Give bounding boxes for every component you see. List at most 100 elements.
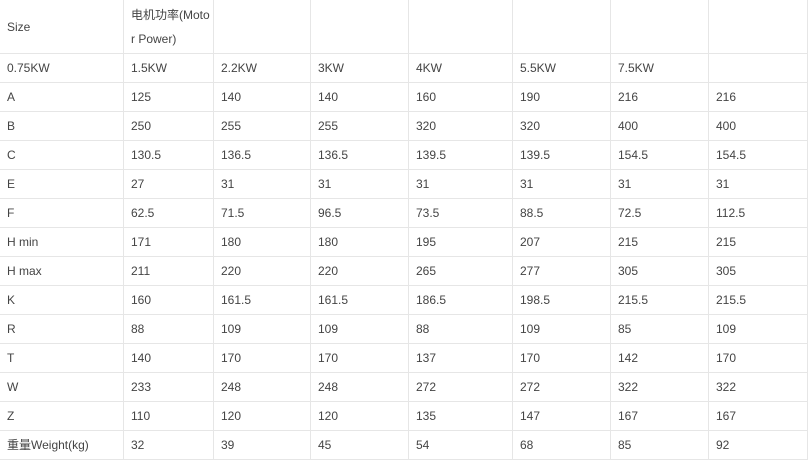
table-cell: 142: [610, 343, 709, 373]
table-cell: 160: [123, 285, 214, 315]
table-cell: 88: [123, 314, 214, 344]
table-cell: 320: [408, 111, 513, 141]
table-header-row: Size 电机功率(Motor Power): [0, 0, 808, 54]
table-cell: 216: [610, 82, 709, 112]
table-row: E 27 31 31 31 31 31 31: [0, 169, 808, 199]
table-cell: 255: [213, 111, 311, 141]
table-row: H max 211 220 220 265 277 305 305: [0, 256, 808, 286]
table-cell: 161.5: [310, 285, 409, 315]
table-cell: 31: [512, 169, 611, 199]
table-cell: 1.5KW: [123, 53, 214, 83]
table-cell: 39: [213, 430, 311, 460]
table-cell: 27: [123, 169, 214, 199]
table-cell: 120: [213, 401, 311, 431]
table-cell: 32: [123, 430, 214, 460]
table-cell: 130.5: [123, 140, 214, 170]
table-cell: 139.5: [408, 140, 513, 170]
row-label-cell: C: [0, 140, 124, 170]
table-cell: 272: [408, 372, 513, 402]
table-cell: 170: [213, 343, 311, 373]
table-cell: 167: [708, 401, 808, 431]
table-cell: 220: [310, 256, 409, 286]
table-cell: 31: [408, 169, 513, 199]
table-cell: 31: [708, 169, 808, 199]
table-cell: 92: [708, 430, 808, 460]
table-cell: 250: [123, 111, 214, 141]
table-cell: [408, 0, 513, 54]
table-cell: 136.5: [310, 140, 409, 170]
table-cell: 96.5: [310, 198, 409, 228]
row-label-cell: Size: [0, 0, 124, 54]
table-cell: 54: [408, 430, 513, 460]
table-cell: 161.5: [213, 285, 311, 315]
row-label-cell: W: [0, 372, 124, 402]
table-cell: 62.5: [123, 198, 214, 228]
table-cell: 71.5: [213, 198, 311, 228]
table-cell: 109: [213, 314, 311, 344]
table-row: K 160 161.5 161.5 186.5 198.5 215.5 215.5: [0, 285, 808, 315]
table-row: A 125 140 140 160 190 216 216: [0, 82, 808, 112]
table-cell: 171: [123, 227, 214, 257]
table-cell: 电机功率(Motor Power): [123, 0, 214, 54]
table-cell: 215: [610, 227, 709, 257]
table-cell: 109: [708, 314, 808, 344]
table-cell: [708, 53, 808, 83]
table-cell: 277: [512, 256, 611, 286]
table-cell: 211: [123, 256, 214, 286]
table-cell: 5.5KW: [512, 53, 611, 83]
table-cell: 400: [610, 111, 709, 141]
table-cell: 215.5: [610, 285, 709, 315]
table-row: 0.75KW 1.5KW 2.2KW 3KW 4KW 5.5KW 7.5KW: [0, 53, 808, 83]
table-cell: 140: [310, 82, 409, 112]
table-cell: 322: [610, 372, 709, 402]
table-cell: 400: [708, 111, 808, 141]
table-cell: 215.5: [708, 285, 808, 315]
table-cell: 265: [408, 256, 513, 286]
table-cell: 167: [610, 401, 709, 431]
table-cell: 154.5: [610, 140, 709, 170]
table-cell: 3KW: [310, 53, 409, 83]
row-label-cell: T: [0, 343, 124, 373]
table-row: T 140 170 170 137 170 142 170: [0, 343, 808, 373]
table-cell: 72.5: [610, 198, 709, 228]
table-cell: 272: [512, 372, 611, 402]
table-cell: 320: [512, 111, 611, 141]
table-cell: 85: [610, 314, 709, 344]
row-label-cell: K: [0, 285, 124, 315]
table-row: F 62.5 71.5 96.5 73.5 88.5 72.5 112.5: [0, 198, 808, 228]
table-cell: 255: [310, 111, 409, 141]
table-cell: [512, 0, 611, 54]
table-cell: 88.5: [512, 198, 611, 228]
table-cell: 186.5: [408, 285, 513, 315]
table-cell: 154.5: [708, 140, 808, 170]
table-cell: 190: [512, 82, 611, 112]
table-cell: 88: [408, 314, 513, 344]
row-label-cell: E: [0, 169, 124, 199]
table-cell: [213, 0, 311, 54]
table-cell: 160: [408, 82, 513, 112]
table-cell: 248: [310, 372, 409, 402]
table-cell: 137: [408, 343, 513, 373]
table-cell: 198.5: [512, 285, 611, 315]
row-label-cell: H min: [0, 227, 124, 257]
table-row: 重量Weight(kg) 32 39 45 54 68 85 92: [0, 430, 808, 460]
table-cell: 68: [512, 430, 611, 460]
row-label-cell: F: [0, 198, 124, 228]
table-cell: 170: [708, 343, 808, 373]
table-cell: 112.5: [708, 198, 808, 228]
table-cell: 139.5: [512, 140, 611, 170]
row-label-cell: H max: [0, 256, 124, 286]
row-label-cell: 重量Weight(kg): [0, 430, 124, 460]
table-cell: 220: [213, 256, 311, 286]
table-cell: 140: [123, 343, 214, 373]
table-cell: [708, 0, 808, 54]
table-cell: 147: [512, 401, 611, 431]
table-cell: 31: [310, 169, 409, 199]
row-label-cell: Z: [0, 401, 124, 431]
row-label-cell: R: [0, 314, 124, 344]
table-cell: 180: [310, 227, 409, 257]
table-cell: 110: [123, 401, 214, 431]
table-cell: 216: [708, 82, 808, 112]
table-cell: 7.5KW: [610, 53, 709, 83]
